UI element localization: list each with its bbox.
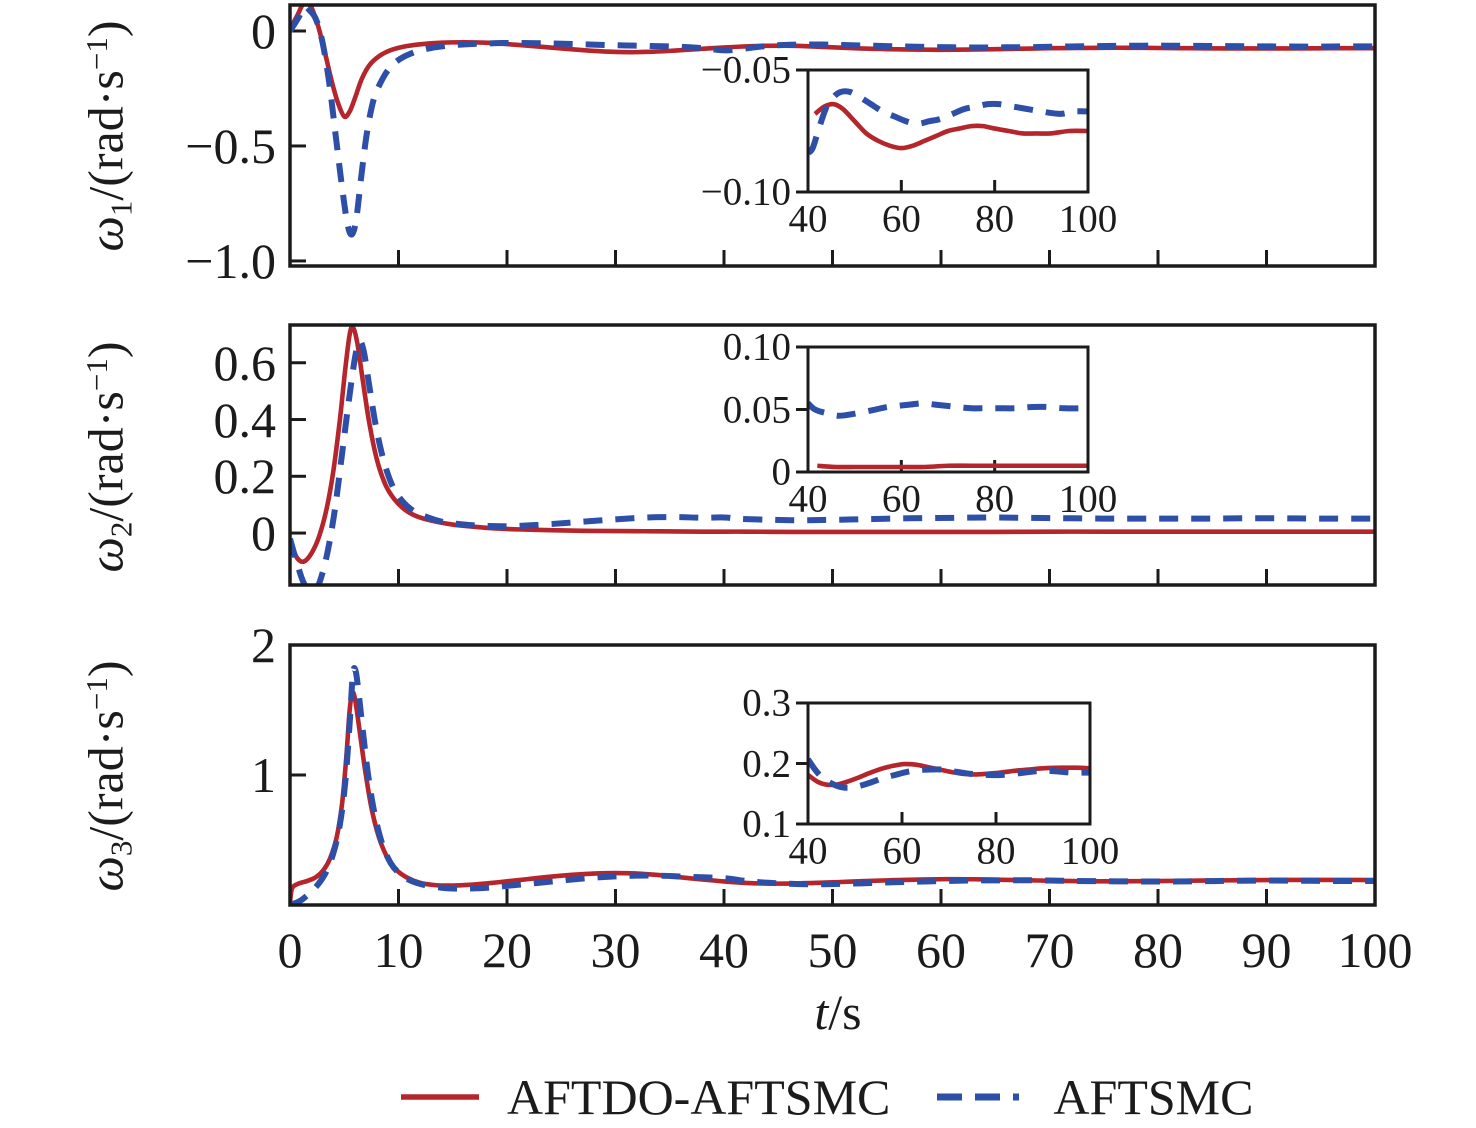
tick-label: 30	[590, 922, 641, 978]
tick-label: 40	[788, 477, 828, 521]
tick-label: 2	[251, 617, 276, 673]
tick-label: 0	[771, 450, 792, 494]
omega-symbol: ω	[77, 537, 134, 573]
tick-label: 0.6	[213, 334, 277, 391]
tick-label: 80	[975, 477, 1015, 521]
tick-label: 0.2	[742, 742, 791, 785]
tick-label: −0.05	[700, 48, 791, 92]
omega-symbol: ω	[77, 856, 134, 892]
omega-symbol: ω	[77, 216, 134, 252]
tick-label: 100	[1060, 829, 1120, 873]
legend-label-aftsmc: AFTSMC	[1053, 1069, 1254, 1125]
y-axis-title-omega2: ω2/(rad·s−1)	[77, 341, 139, 573]
x-axis-title: t/s	[814, 984, 862, 1040]
tick-label: 100	[1058, 197, 1118, 241]
tick-label: 20	[482, 922, 532, 978]
tick-label: 0	[251, 505, 276, 562]
tick-label: 40	[699, 922, 749, 978]
tick-label: 50	[807, 922, 858, 978]
tick-label: 10	[373, 922, 424, 978]
legend-label-aftdo-aftsmc: AFTDO-AFTSMC	[507, 1069, 891, 1125]
tick-label: 60	[882, 829, 922, 873]
tick-label: 70	[1024, 922, 1075, 978]
tick-label: 0.3	[742, 681, 791, 725]
tick-label: 60	[881, 197, 921, 241]
legend-dashed-line-sample	[937, 1093, 1026, 1101]
tick-label: 60	[881, 477, 921, 521]
tick-label: 90	[1241, 922, 1292, 978]
tick-label: 0.10	[722, 325, 791, 369]
tick-label: 0.4	[213, 391, 277, 448]
tick-label: 0.2	[213, 448, 277, 505]
y-axis-title-omega3: ω3/(rad·s−1)	[77, 660, 139, 892]
legend: AFTDO-AFTSMC AFTSMC	[400, 1068, 1253, 1126]
tick-label: 0.05	[722, 388, 791, 431]
y-axis-title-omega1: ω1/(rad·s−1)	[77, 20, 139, 252]
tick-label: −0.5	[185, 117, 276, 174]
legend-solid-line-sample	[401, 1094, 479, 1100]
tick-label: 80	[975, 197, 1015, 241]
tick-label: 100	[1058, 477, 1118, 521]
tick-label: 80	[976, 829, 1016, 873]
tick-label: 40	[788, 197, 828, 241]
tick-label: 100	[1337, 922, 1413, 978]
tick-label: 80	[1133, 922, 1183, 978]
tick-label: 60	[916, 922, 966, 978]
tick-label: 0	[251, 2, 276, 59]
tick-label: −1.0	[185, 232, 276, 289]
tick-label: 1	[251, 747, 276, 803]
tick-label: −0.10	[700, 170, 791, 214]
tick-label: 40	[788, 829, 828, 873]
tick-label: 0.1	[742, 802, 791, 846]
tick-label: 0	[277, 922, 303, 978]
